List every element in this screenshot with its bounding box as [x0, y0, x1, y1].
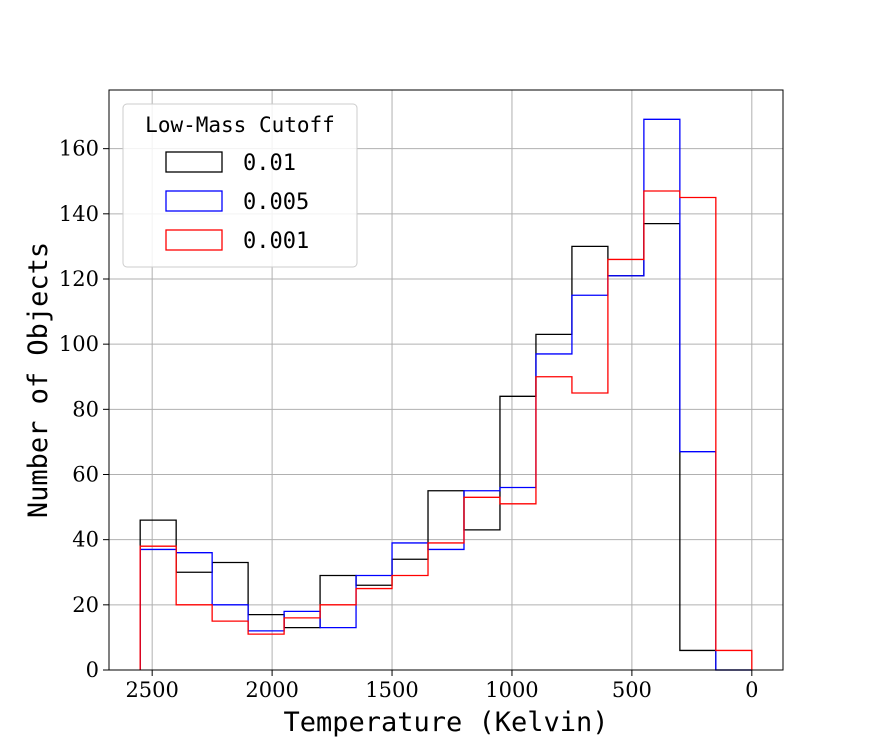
- axes-layer: [108, 89, 784, 671]
- x-tick-label: 500: [612, 678, 652, 702]
- y-tick-label: 160: [59, 137, 99, 161]
- plot-frame: [108, 89, 784, 671]
- y-axis-label: Number of Objects: [23, 242, 54, 518]
- legend-label-0.01: 0.01: [243, 151, 296, 176]
- series-layer: [139, 118, 753, 671]
- x-tick-label: 1500: [365, 678, 418, 702]
- y-tick-label: 20: [72, 593, 99, 617]
- y-tick-label: 80: [72, 397, 99, 421]
- legend-entries: 0.01 0.005 0.001: [165, 151, 309, 254]
- y-tick-label: 40: [72, 528, 99, 552]
- y-tick-label: 100: [59, 332, 99, 356]
- y-tick-label: 140: [59, 202, 99, 226]
- y-tick-label: 60: [72, 462, 99, 486]
- legend-label-0.001: 0.001: [243, 229, 309, 254]
- x-tick-label: 2500: [125, 678, 178, 702]
- series-outline-0.01: [139, 222, 752, 671]
- x-axis-label: Temperature (Kelvin): [283, 707, 608, 738]
- x-tick-label: 0: [745, 678, 758, 702]
- grid-layer: [109, 90, 783, 671]
- y-tick-label: 0: [86, 658, 99, 682]
- series-outline-0.001: [139, 190, 753, 670]
- legend-swatch-0.001: [165, 229, 223, 251]
- legend-swatch-0.005: [165, 190, 223, 212]
- x-tick-label: 1000: [485, 678, 538, 702]
- legend-label-0.005: 0.005: [243, 190, 309, 215]
- y-tick-label: 120: [59, 267, 99, 291]
- legend-swatch-0.01: [165, 151, 223, 173]
- x-tick-label: 2000: [245, 678, 298, 702]
- ticks-layer: 2500 2000 1500 1000 500 0 0 20 40 60 80 100 120 140 16…: [59, 137, 759, 702]
- legend-box: [122, 103, 358, 268]
- legend-title: Low-Mass Cutoff: [145, 113, 335, 137]
- legend: Low-Mass Cutoff 0.01 0.005 0.001: [122, 103, 358, 268]
